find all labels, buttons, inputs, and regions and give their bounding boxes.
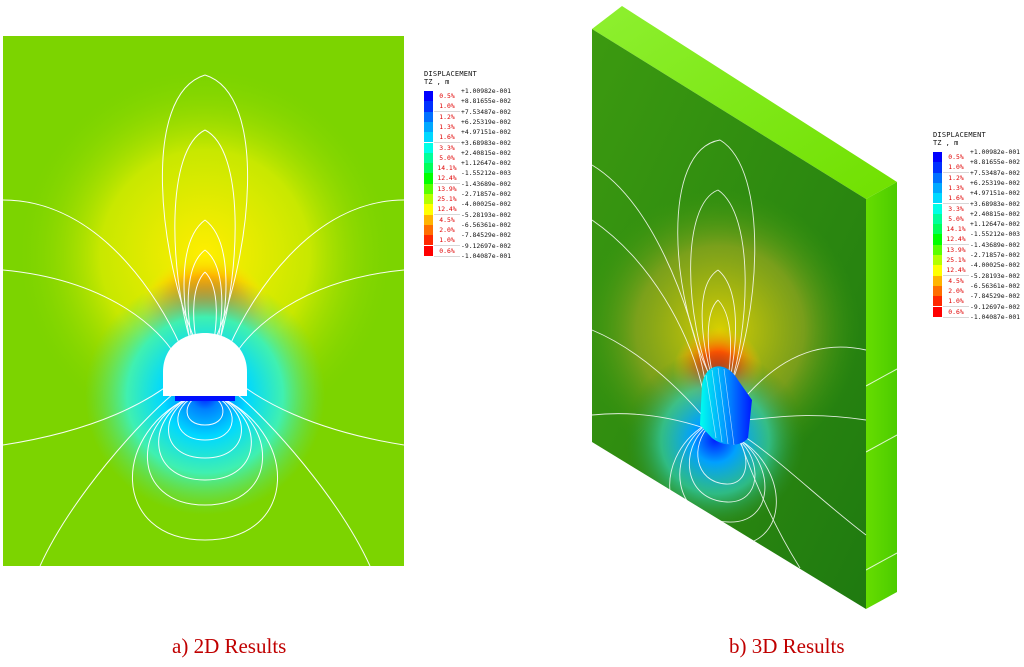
legend-swatch — [933, 152, 942, 163]
legend-swatch — [424, 235, 433, 246]
legend-value: +3.68983e-002 — [970, 199, 1021, 208]
legend-swatch — [933, 285, 942, 297]
panel-a-tunnel-floor — [175, 396, 235, 401]
panel-a-caption: a) 2D Results — [172, 634, 287, 658]
legend-swatch — [424, 224, 433, 236]
legend-value: +4.97151e-002 — [970, 189, 1021, 198]
legend-value: -9.12697e-002 — [461, 241, 512, 250]
legend-swatch — [424, 204, 433, 215]
legend-swatch — [933, 182, 942, 194]
panel-b-caption: b) 3D Results — [729, 634, 845, 658]
legend-value: -2.71857e-002 — [970, 251, 1021, 259]
legend-value: +7.53487e-002 — [970, 168, 1021, 177]
legend-value: +8.81655e-002 — [461, 97, 512, 106]
legend-swatch — [424, 111, 433, 122]
legend-value: -4.00025e-002 — [461, 200, 512, 209]
legend-swatch — [933, 265, 942, 276]
panel-b-tunnel-bands — [705, 367, 735, 446]
legend-swatch — [933, 296, 942, 307]
legend-swatch — [933, 213, 942, 225]
legend-value: +6.25319e-002 — [461, 117, 512, 126]
legend-swatch — [424, 245, 433, 256]
legend-swatch — [933, 203, 942, 214]
panel-a-contour-plot — [2, 36, 405, 567]
panel-a-cold-zone — [3, 36, 404, 566]
legend-swatch — [424, 214, 433, 225]
legend-value: -4.00025e-002 — [970, 261, 1021, 270]
legend-value: +8.81655e-002 — [970, 158, 1021, 167]
legend-swatch — [424, 152, 433, 164]
panel-a-legend: DISPLACEMENT TZ , m 0.5% 1.0% 1.2% 1.3% … — [424, 70, 511, 278]
legend-swatch — [424, 121, 433, 133]
legend-value: -5.28193e-002 — [970, 271, 1021, 280]
legend-percent: 0.6% — [943, 306, 969, 318]
legend-swatch — [424, 173, 433, 184]
panel-b-side-face — [866, 182, 897, 609]
legend-swatch — [933, 306, 942, 317]
legend-value: +4.97151e-002 — [461, 128, 512, 137]
legend-value: +2.40815e-002 — [970, 209, 1021, 218]
legend-title: DISPLACEMENT — [933, 131, 986, 139]
legend-swatch — [424, 194, 433, 205]
legend-body: 0.5% 1.0% 1.2% 1.3% 1.6% 3.3% 5.0% 14.1%… — [933, 149, 1020, 339]
legend-swatch — [933, 244, 942, 255]
legend-value: +7.53487e-002 — [461, 107, 512, 116]
panel-b-3d-model — [591, 6, 898, 609]
legend-body: 0.5% 1.0% 1.2% 1.3% 1.6% 3.3% 5.0% 14.1%… — [424, 88, 511, 278]
legend-swatch — [424, 183, 433, 194]
legend-value: -1.04087e-001 — [461, 251, 512, 260]
legend-value: -6.56361e-002 — [461, 220, 512, 229]
legend-swatch — [933, 162, 942, 173]
legend-value: -1.55212e-003 — [461, 169, 512, 178]
legend-value: -1.55212e-003 — [970, 230, 1021, 239]
legend-percent: 0.6% — [434, 245, 460, 257]
panel-a-contour-lines — [2, 74, 405, 567]
legend-swatch — [424, 132, 433, 143]
legend-title: DISPLACEMENT — [424, 70, 477, 78]
panel-b-top-face — [592, 6, 897, 199]
legend-swatch — [424, 142, 433, 153]
panel-b-side-divisions — [865, 368, 898, 571]
panel-b-legend: DISPLACEMENT TZ , m 0.5% 1.0% 1.2% 1.3% … — [933, 131, 1020, 339]
legend-value: -5.28193e-002 — [461, 210, 512, 219]
legend-value: -7.84529e-002 — [970, 292, 1021, 301]
legend-swatch — [424, 163, 433, 174]
legend-value: +1.12647e-002 — [461, 159, 512, 168]
legend-swatch — [933, 224, 942, 235]
panel-a-tunnel-opening — [163, 333, 247, 396]
legend-value: -1.43689e-002 — [970, 240, 1021, 249]
legend-value: -2.71857e-002 — [461, 190, 512, 198]
legend-swatch — [933, 193, 942, 204]
legend-value: -1.43689e-002 — [461, 179, 512, 188]
legend-swatch — [933, 255, 942, 266]
panel-b-cold-zone — [592, 29, 866, 609]
legend-value: +1.00982e-001 — [461, 87, 512, 95]
panel-b-contour-lines — [591, 139, 867, 569]
legend-value: +1.12647e-002 — [970, 220, 1021, 229]
legend-value: -7.84529e-002 — [461, 231, 512, 240]
legend-unit: TZ , m — [424, 78, 450, 86]
legend-swatch — [424, 101, 433, 112]
legend-swatch — [933, 234, 942, 245]
legend-value: +6.25319e-002 — [970, 178, 1021, 187]
panel-b-tunnel — [700, 366, 752, 445]
legend-value: -1.04087e-001 — [970, 312, 1021, 321]
legend-value: +3.68983e-002 — [461, 138, 512, 147]
legend-value: +1.00982e-001 — [970, 148, 1021, 156]
legend-value: -9.12697e-002 — [970, 302, 1021, 311]
legend-swatch — [933, 275, 942, 286]
legend-unit: TZ , m — [933, 139, 959, 147]
legend-swatch — [933, 172, 942, 183]
legend-value: +2.40815e-002 — [461, 148, 512, 157]
legend-swatch — [424, 91, 433, 102]
legend-value: -6.56361e-002 — [970, 281, 1021, 290]
